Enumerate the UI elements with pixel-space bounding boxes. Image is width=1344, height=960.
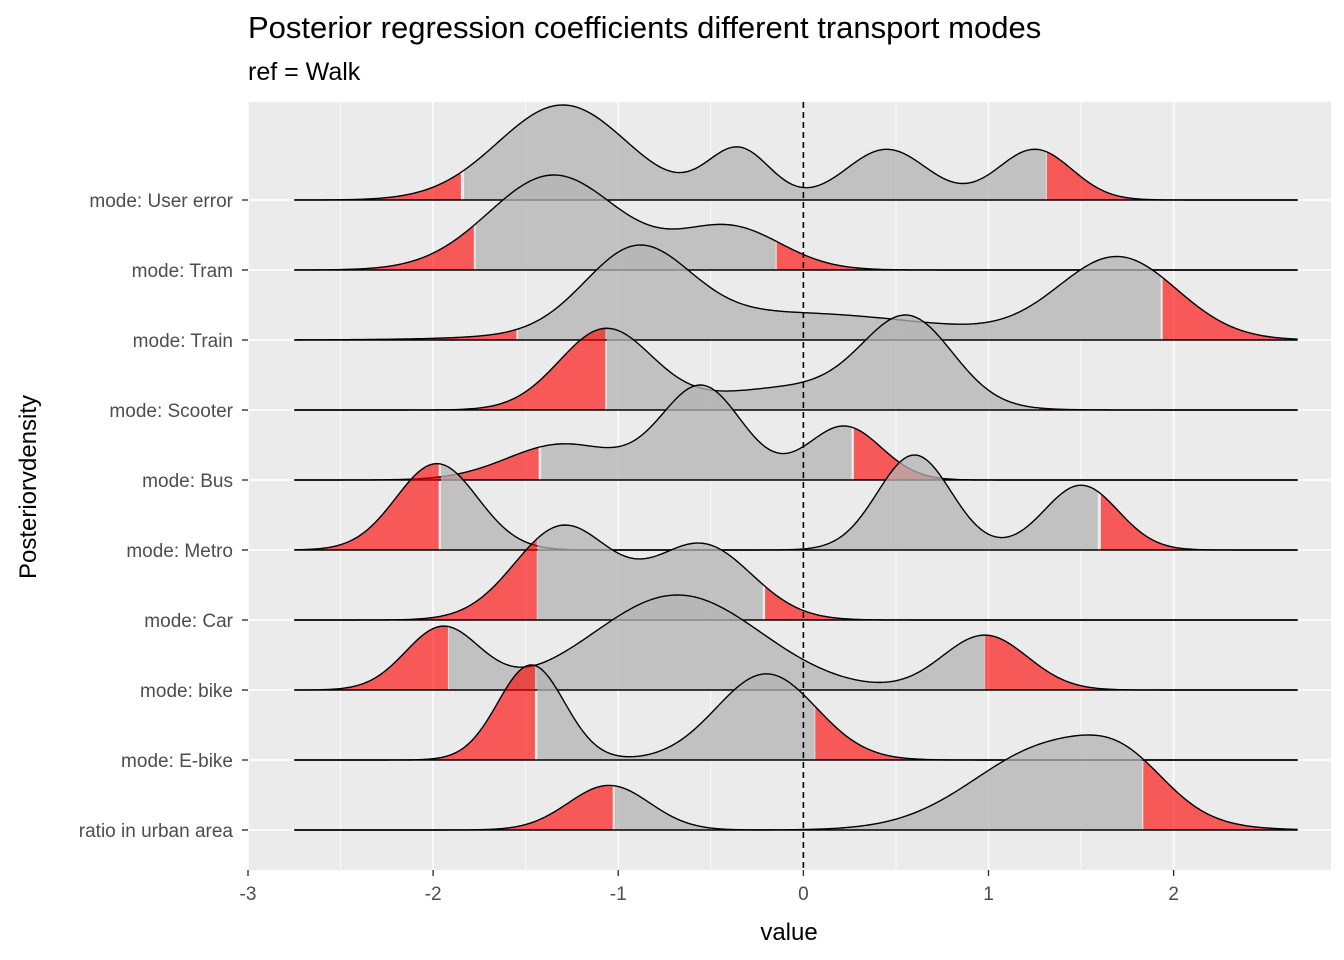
y-tick-label: mode: bike [140, 681, 233, 702]
tail-right [815, 706, 1298, 760]
x-tick-label: 2 [1168, 884, 1179, 905]
ridge-mode-user-error [294, 104, 1298, 201]
tail-right [985, 635, 1298, 690]
tail-left [294, 463, 439, 550]
central-interval [537, 525, 763, 620]
central-interval [518, 245, 1161, 340]
y-tick-label: mode: Train [133, 331, 233, 352]
tail-left [294, 626, 448, 690]
y-tick-label: mode: Car [144, 611, 233, 632]
y-tick-label: mode: Tram [132, 261, 233, 282]
y-tick-label: mode: Scooter [109, 401, 233, 422]
y-axis: ratio in urban area mode: E-bike mode: bik… [79, 191, 248, 842]
y-tick-label: mode: E-bike [121, 751, 233, 772]
tail-left [294, 538, 537, 620]
tail-right [1143, 759, 1298, 830]
central-interval [606, 315, 1037, 410]
x-axis: -3 -2 -1 0 1 2 [240, 870, 1179, 905]
chart-title: Posterior regression coefficients differ… [248, 10, 1042, 45]
x-tick-label: 0 [798, 884, 809, 905]
tail-left [294, 785, 613, 830]
central-interval [475, 175, 776, 270]
central-interval [440, 455, 1098, 550]
tail-left [294, 328, 606, 410]
density-outline [294, 104, 1298, 201]
y-tick-label: mode: Metro [126, 541, 233, 562]
y-tick-label: mode: Bus [142, 471, 233, 492]
tail-left [294, 172, 461, 200]
tail-left [294, 225, 474, 270]
ridge-mode-car [294, 524, 1298, 621]
ridge-mode-scooter [294, 314, 1298, 411]
density-outline [294, 244, 1298, 341]
x-tick-label: -3 [240, 884, 257, 905]
central-interval [537, 666, 815, 760]
y-tick-label: ratio in urban area [79, 821, 234, 842]
x-tick-label: -2 [425, 884, 442, 905]
tail-right [776, 241, 1298, 270]
tail-left [294, 447, 539, 480]
tail-right [765, 586, 1298, 620]
ridge-ratio-in-urban-area [294, 734, 1298, 831]
tail-right [1046, 151, 1298, 200]
ridges-layer [294, 104, 1298, 831]
tail-right [1162, 277, 1298, 340]
central-interval [614, 735, 1143, 830]
x-axis-title: value [760, 919, 817, 946]
x-tick-label: -1 [610, 884, 627, 905]
central-interval [541, 385, 852, 480]
y-axis-title: Posteriorvdensity [15, 395, 42, 579]
central-interval [464, 105, 1046, 200]
ridge-mode-train [294, 244, 1298, 341]
tail-left [294, 665, 535, 760]
ridge-mode-metro [294, 454, 1298, 551]
central-interval [448, 595, 985, 690]
x-tick-label: 1 [983, 884, 994, 905]
tail-right [1100, 493, 1298, 550]
y-tick-label: mode: User error [89, 191, 233, 212]
chart-subtitle: ref = Walk [248, 58, 361, 86]
